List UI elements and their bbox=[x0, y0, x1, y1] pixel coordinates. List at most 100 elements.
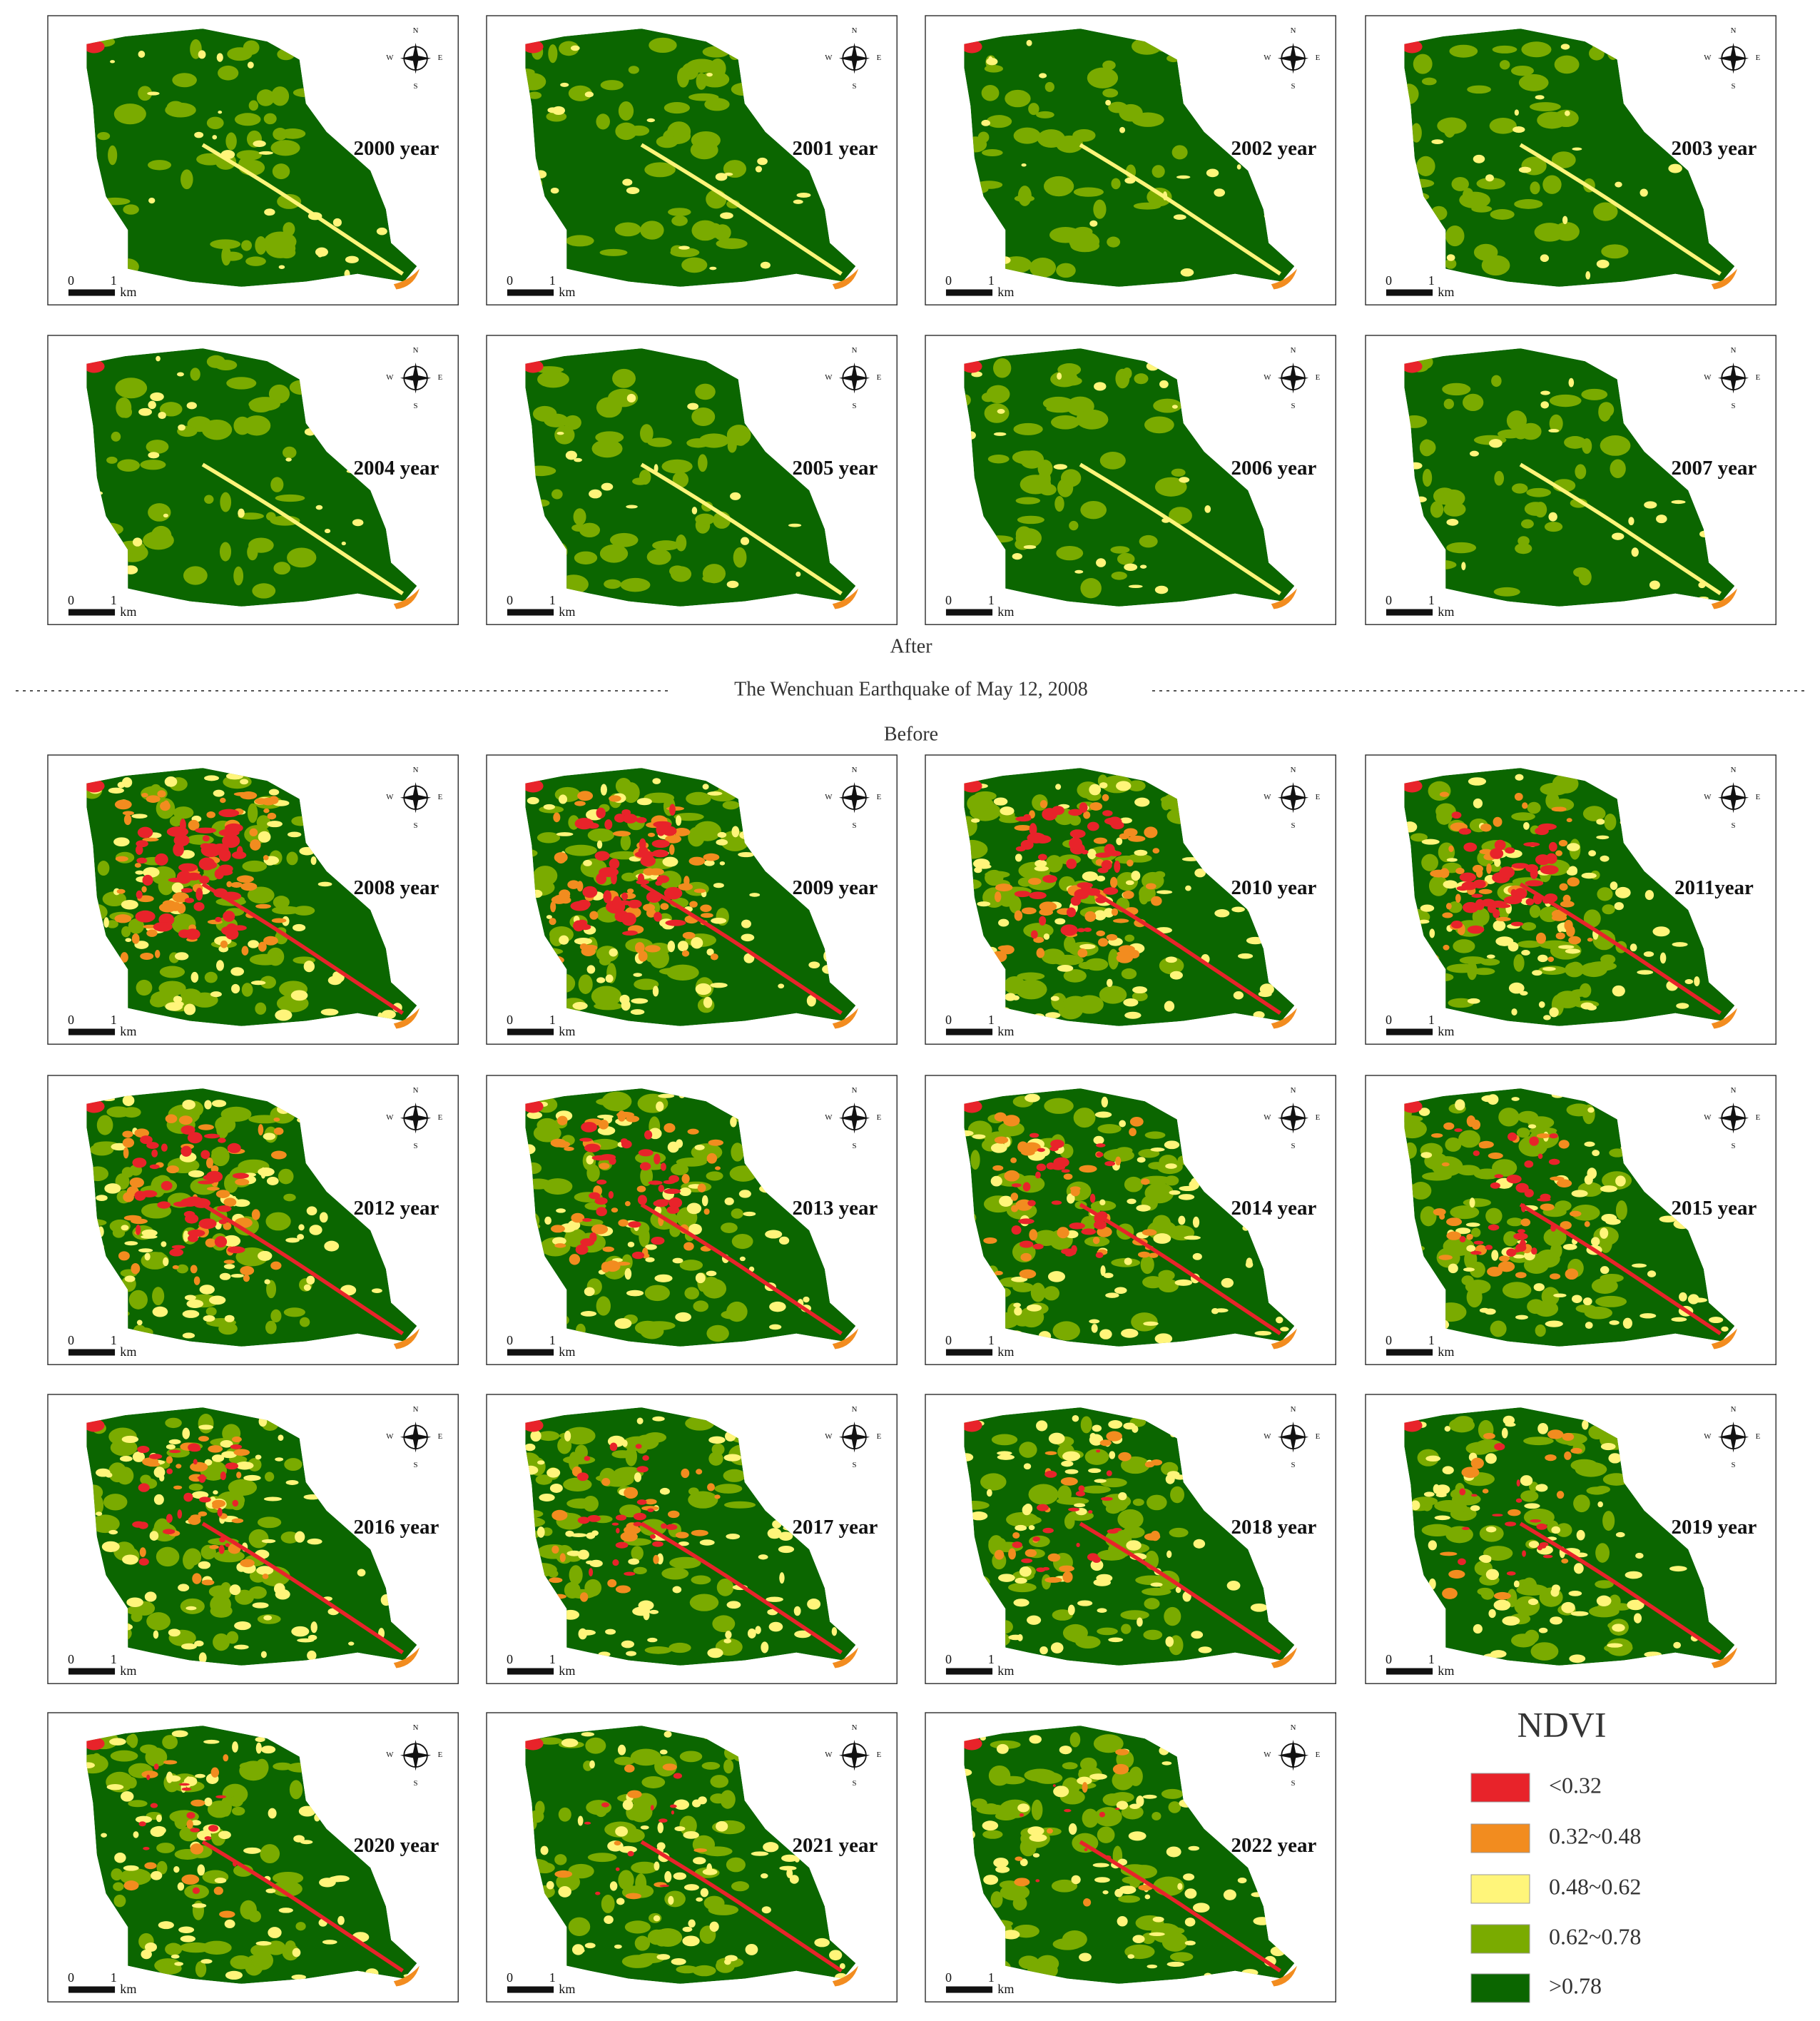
vegetation-patch bbox=[1117, 552, 1135, 565]
vegetation-patch bbox=[148, 503, 171, 522]
vegetation-patch bbox=[698, 1796, 707, 1805]
river bbox=[640, 1840, 843, 1973]
vegetation-patch bbox=[216, 53, 223, 62]
vegetation-patch bbox=[1012, 1282, 1034, 1292]
vegetation-patch bbox=[1144, 826, 1158, 839]
vegetation-patch bbox=[997, 1451, 1012, 1456]
vegetation-patch bbox=[1492, 1514, 1503, 1517]
legend-swatch bbox=[1470, 1973, 1530, 2003]
vegetation-patch bbox=[1104, 817, 1121, 825]
vegetation-patch bbox=[723, 1469, 746, 1482]
outlet bbox=[393, 588, 420, 609]
vegetation-patch bbox=[691, 1575, 711, 1585]
vegetation-patch bbox=[1171, 468, 1186, 477]
vegetation-patch bbox=[1082, 1782, 1088, 1793]
vegetation-patch bbox=[1538, 1627, 1548, 1633]
vegetation-patch bbox=[557, 1115, 568, 1125]
vegetation-patch bbox=[270, 1261, 282, 1270]
vegetation-patch bbox=[1542, 1554, 1553, 1559]
vegetation-patch bbox=[1161, 1788, 1184, 1799]
vegetation-patch bbox=[527, 91, 542, 99]
vegetation-patch bbox=[992, 1165, 1004, 1171]
vegetation-patch bbox=[1027, 1200, 1036, 1207]
vegetation-patch bbox=[768, 1621, 783, 1632]
vegetation-patch bbox=[1566, 1103, 1592, 1117]
vegetation-patch bbox=[1099, 1329, 1112, 1339]
vegetation-patch bbox=[1532, 970, 1542, 976]
vegetation-patch bbox=[111, 1868, 123, 1881]
vegetation-patch bbox=[185, 1606, 197, 1611]
vegetation-patch bbox=[192, 1887, 200, 1895]
vegetation-patch bbox=[236, 875, 254, 883]
vegetation-patch bbox=[582, 944, 598, 951]
compass-letter: E bbox=[1756, 54, 1761, 62]
vegetation-patch bbox=[658, 1185, 665, 1192]
vegetation-patch bbox=[997, 1454, 1015, 1460]
vegetation-patch bbox=[1116, 781, 1132, 791]
vegetation-patch bbox=[1446, 519, 1459, 526]
vegetation-patch bbox=[165, 1114, 178, 1123]
compass-letter: S bbox=[1291, 821, 1296, 830]
vegetation-patch bbox=[599, 544, 629, 563]
vegetation-patch bbox=[169, 1449, 181, 1454]
vegetation-patch bbox=[716, 1820, 728, 1832]
vegetation-patch bbox=[651, 1236, 665, 1245]
vegetation-patch bbox=[1094, 910, 1107, 921]
vegetation-patch bbox=[1510, 888, 1517, 897]
vegetation-patch bbox=[1516, 1128, 1530, 1138]
year-label: 2013 year bbox=[793, 1197, 878, 1220]
vegetation-patch bbox=[995, 883, 1013, 892]
compass-letter: E bbox=[438, 1432, 443, 1441]
compass-letter: E bbox=[877, 1432, 882, 1441]
vegetation-patch bbox=[233, 1449, 250, 1456]
vegetation-patch bbox=[122, 1138, 135, 1148]
vegetation-patch bbox=[1077, 1600, 1093, 1606]
vegetation-patch bbox=[317, 881, 332, 887]
vegetation-patch bbox=[1139, 564, 1147, 569]
vegetation-patch bbox=[651, 1929, 672, 1942]
vegetation-patch bbox=[1094, 1111, 1112, 1118]
scale-bar bbox=[1386, 1028, 1433, 1035]
vegetation-patch bbox=[148, 197, 156, 204]
vegetation-patch bbox=[972, 1134, 986, 1139]
vegetation-patch bbox=[220, 1471, 227, 1481]
vegetation-patch bbox=[181, 1145, 192, 1157]
vegetation-patch bbox=[1612, 985, 1625, 997]
vegetation-patch bbox=[1562, 1432, 1575, 1442]
vegetation-patch bbox=[1071, 1875, 1081, 1885]
vegetation-patch bbox=[194, 131, 204, 138]
river bbox=[640, 1521, 843, 1655]
vegetation-patch bbox=[1017, 186, 1032, 206]
vegetation-patch bbox=[1223, 1889, 1236, 1900]
vegetation-patch bbox=[1081, 849, 1089, 855]
vegetation-patch bbox=[1100, 1478, 1127, 1488]
vegetation-patch bbox=[977, 901, 991, 907]
vegetation-patch bbox=[656, 1842, 666, 1850]
vegetation-patch bbox=[183, 1003, 196, 1015]
vegetation-patch bbox=[675, 1312, 691, 1322]
scale-zero: 0 bbox=[68, 1013, 74, 1027]
vegetation-patch bbox=[1569, 1654, 1586, 1663]
vegetation-patch bbox=[211, 1454, 225, 1462]
vegetation-patch bbox=[1076, 409, 1109, 430]
scale-one: 1 bbox=[111, 1970, 117, 1985]
vegetation-patch bbox=[644, 1285, 670, 1302]
vegetation-patch bbox=[152, 1287, 165, 1306]
vegetation-patch bbox=[1561, 1601, 1575, 1614]
vegetation-patch bbox=[204, 775, 220, 781]
vegetation-patch bbox=[669, 1556, 701, 1569]
vegetation-patch bbox=[260, 1651, 267, 1658]
vegetation-patch bbox=[1123, 1422, 1136, 1430]
river bbox=[1519, 1202, 1722, 1336]
vegetation-patch bbox=[1506, 410, 1527, 431]
vegetation-patch bbox=[693, 821, 721, 841]
vegetation-patch bbox=[1017, 515, 1044, 525]
vegetation-patch bbox=[310, 856, 317, 866]
vegetation-patch bbox=[1013, 422, 1043, 435]
vegetation-patch bbox=[123, 1865, 139, 1871]
vegetation-patch bbox=[1520, 1475, 1533, 1486]
vegetation-patch bbox=[611, 1207, 619, 1213]
scale-unit: km bbox=[997, 604, 1014, 619]
vegetation-patch bbox=[156, 1814, 162, 1823]
vegetation-patch bbox=[131, 933, 140, 944]
